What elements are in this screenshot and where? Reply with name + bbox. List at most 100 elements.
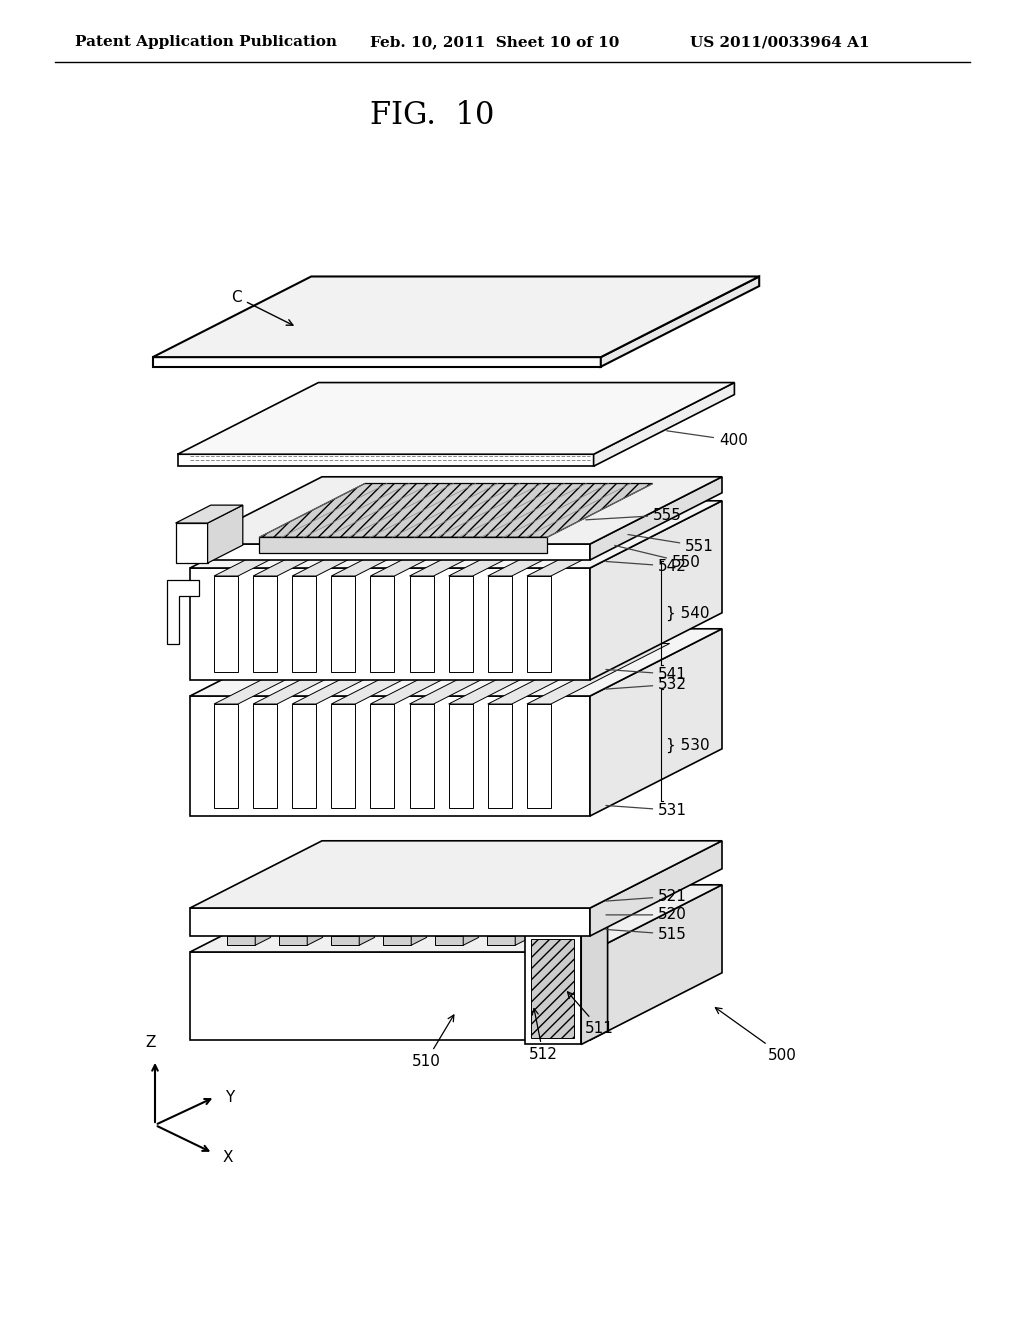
Text: 551: 551 — [628, 535, 714, 553]
Polygon shape — [371, 644, 513, 704]
Polygon shape — [527, 644, 670, 704]
Polygon shape — [190, 568, 590, 680]
Polygon shape — [487, 516, 631, 576]
Text: 555: 555 — [586, 507, 682, 523]
Text: 510: 510 — [412, 1015, 454, 1069]
Polygon shape — [214, 516, 356, 576]
Polygon shape — [227, 928, 270, 936]
Polygon shape — [214, 576, 238, 672]
Polygon shape — [525, 932, 582, 1044]
Polygon shape — [332, 704, 355, 808]
Polygon shape — [515, 928, 530, 945]
Polygon shape — [190, 841, 722, 908]
Polygon shape — [410, 576, 433, 672]
Polygon shape — [449, 576, 473, 672]
Text: 541: 541 — [606, 667, 687, 681]
Polygon shape — [175, 523, 208, 564]
Text: Y: Y — [225, 1089, 234, 1105]
Polygon shape — [449, 516, 592, 576]
Polygon shape — [208, 506, 243, 564]
Polygon shape — [190, 952, 590, 1040]
Polygon shape — [177, 383, 734, 454]
Polygon shape — [412, 928, 427, 945]
Polygon shape — [153, 276, 759, 358]
Polygon shape — [567, 928, 583, 945]
Polygon shape — [280, 936, 307, 945]
Polygon shape — [190, 628, 722, 696]
Polygon shape — [487, 704, 512, 808]
Polygon shape — [331, 936, 359, 945]
Text: Patent Application Publication: Patent Application Publication — [75, 36, 337, 49]
Polygon shape — [371, 704, 394, 808]
Polygon shape — [332, 644, 474, 704]
Polygon shape — [253, 704, 278, 808]
Polygon shape — [527, 704, 551, 808]
Polygon shape — [463, 928, 478, 945]
Text: C: C — [231, 289, 293, 325]
Polygon shape — [449, 644, 592, 704]
Polygon shape — [292, 516, 435, 576]
Polygon shape — [531, 939, 574, 1039]
Polygon shape — [227, 936, 255, 945]
Polygon shape — [280, 928, 323, 936]
Text: FIG.  10: FIG. 10 — [370, 100, 495, 131]
Polygon shape — [410, 644, 552, 704]
Text: 550: 550 — [614, 545, 700, 570]
Polygon shape — [359, 928, 375, 945]
Text: 500: 500 — [716, 1007, 797, 1063]
Text: 520: 520 — [606, 907, 687, 923]
Polygon shape — [449, 704, 473, 808]
Polygon shape — [177, 454, 594, 466]
Polygon shape — [190, 500, 722, 568]
Polygon shape — [590, 477, 722, 560]
Polygon shape — [590, 841, 722, 936]
Polygon shape — [253, 516, 396, 576]
Text: 400: 400 — [667, 430, 748, 447]
Text: 542: 542 — [606, 558, 687, 574]
Polygon shape — [190, 477, 722, 544]
Polygon shape — [590, 628, 722, 816]
Polygon shape — [259, 483, 653, 537]
Text: 512: 512 — [528, 1008, 558, 1063]
Polygon shape — [292, 576, 316, 672]
Polygon shape — [307, 928, 323, 945]
Polygon shape — [540, 928, 583, 936]
Polygon shape — [167, 579, 199, 644]
Polygon shape — [292, 704, 316, 808]
Polygon shape — [153, 358, 601, 367]
Polygon shape — [214, 644, 356, 704]
Polygon shape — [540, 936, 567, 945]
Text: Z: Z — [145, 1035, 157, 1049]
Polygon shape — [590, 884, 722, 1040]
Text: Feb. 10, 2011  Sheet 10 of 10: Feb. 10, 2011 Sheet 10 of 10 — [370, 36, 620, 49]
Polygon shape — [527, 576, 551, 672]
Text: } 540: } 540 — [667, 606, 710, 620]
Polygon shape — [259, 537, 547, 553]
Polygon shape — [214, 704, 238, 808]
Polygon shape — [253, 644, 396, 704]
Polygon shape — [190, 544, 590, 560]
Text: 521: 521 — [606, 888, 687, 904]
Polygon shape — [190, 696, 590, 816]
Text: 511: 511 — [567, 991, 614, 1036]
Polygon shape — [601, 276, 759, 367]
Text: 532: 532 — [606, 677, 687, 692]
Polygon shape — [525, 919, 607, 932]
Text: } 530: } 530 — [667, 738, 710, 752]
Polygon shape — [590, 500, 722, 680]
Polygon shape — [190, 908, 590, 936]
Polygon shape — [487, 576, 512, 672]
Polygon shape — [383, 936, 412, 945]
Polygon shape — [487, 644, 631, 704]
Polygon shape — [190, 884, 722, 952]
Polygon shape — [332, 516, 474, 576]
Polygon shape — [594, 383, 734, 466]
Text: X: X — [223, 1150, 233, 1164]
Polygon shape — [487, 936, 515, 945]
Polygon shape — [255, 928, 270, 945]
Polygon shape — [582, 919, 607, 1044]
Polygon shape — [253, 576, 278, 672]
Polygon shape — [435, 936, 463, 945]
Polygon shape — [435, 928, 478, 936]
Polygon shape — [487, 928, 530, 936]
